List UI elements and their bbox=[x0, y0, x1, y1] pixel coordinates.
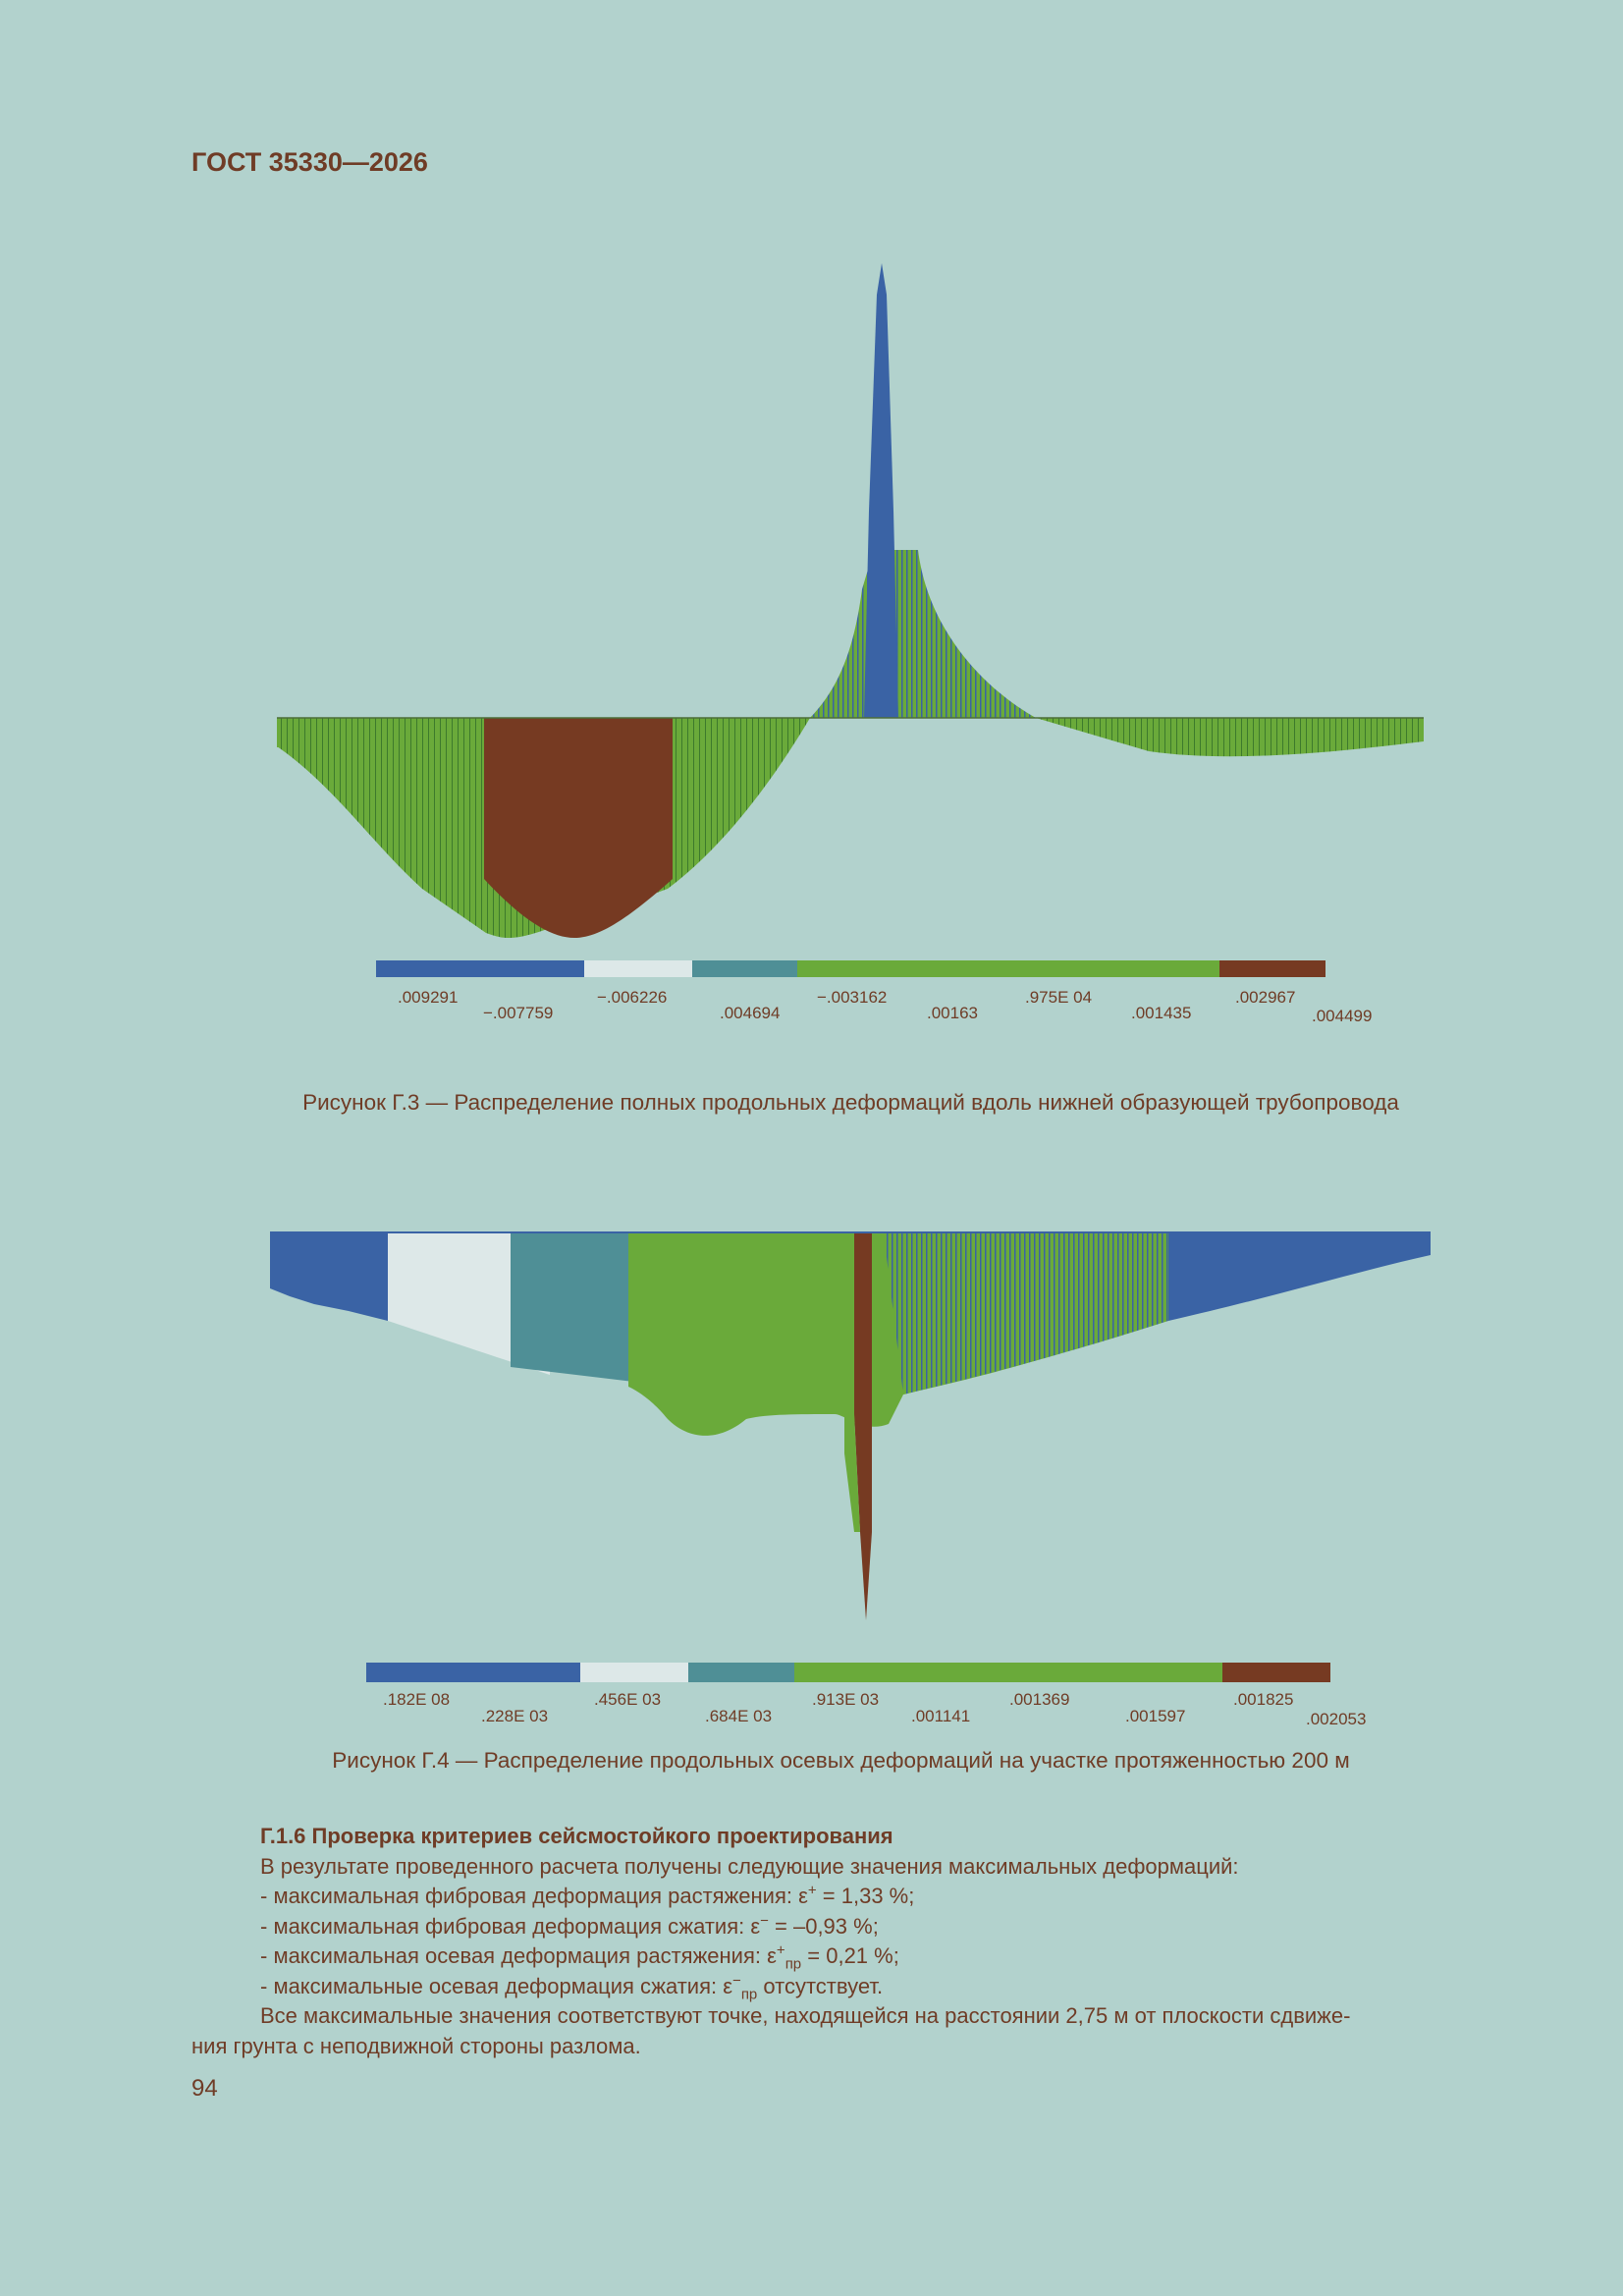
fig1-tick: −.003162 bbox=[817, 988, 887, 1007]
fig1-tick: .001435 bbox=[1131, 1004, 1191, 1022]
page-number: 94 bbox=[191, 2075, 218, 2102]
fig1-tick: .00163 bbox=[927, 1004, 978, 1022]
list-item: - максимальная фибровая деформация растя… bbox=[260, 1882, 915, 1908]
fig1-brown-trough bbox=[484, 718, 673, 938]
fig2-tick: .456E 03 bbox=[594, 1690, 661, 1709]
fig1-tick: .975E 04 bbox=[1025, 988, 1092, 1007]
figure-g3-plot: .009291 −.007759 −.006226 .004694 −.0031… bbox=[277, 263, 1424, 1025]
legend-seg-2 bbox=[471, 960, 584, 977]
legend-seg-1 bbox=[366, 1663, 474, 1682]
legend-seg-3 bbox=[580, 1663, 688, 1682]
legend-seg-5 bbox=[797, 960, 1219, 977]
fig2-teal-band bbox=[511, 1232, 658, 1385]
legend-seg-4 bbox=[688, 1663, 794, 1682]
conclusion-line-1: Все максимальные значения соответствуют … bbox=[260, 2003, 1351, 2028]
legend-seg-5 bbox=[794, 1663, 1222, 1682]
fig2-tick: .913E 03 bbox=[812, 1690, 879, 1709]
fig1-left-cap bbox=[277, 718, 483, 747]
conclusion-line-2: ния грунта с неподвижной стороны разлома… bbox=[191, 2033, 641, 2058]
figure-g4-plot: .182E 08 .228E 03 .456E 03 .684E 03 .913… bbox=[270, 1231, 1431, 1728]
fig2-tick: .182E 08 bbox=[383, 1690, 450, 1709]
fig2-tick: .001597 bbox=[1125, 1707, 1185, 1725]
fig1-legend-bar bbox=[376, 960, 1325, 977]
fig1-green-right-band bbox=[1036, 718, 1424, 757]
section-heading: Г.1.6 Проверка критериев сейсмостойкого … bbox=[260, 1824, 893, 1848]
document-header: ГОСТ 35330—2026 bbox=[191, 147, 428, 177]
fig2-tick: .002053 bbox=[1306, 1710, 1366, 1728]
legend-seg-2 bbox=[474, 1663, 580, 1682]
fig1-blue-spike bbox=[864, 263, 898, 718]
fig2-tick: .001825 bbox=[1233, 1690, 1293, 1709]
fig2-green-right bbox=[884, 1232, 1168, 1394]
legend-seg-6 bbox=[1219, 960, 1325, 977]
fig2-tick: .001141 bbox=[911, 1707, 970, 1725]
fig2-blue-steps-left bbox=[270, 1232, 388, 1321]
legend-seg-4 bbox=[692, 960, 797, 977]
figure-g3-caption: Рисунок Г.3 — Распределение полных продо… bbox=[302, 1090, 1399, 1115]
legend-seg-1 bbox=[376, 960, 471, 977]
fig1-tick: −.007759 bbox=[483, 1004, 553, 1022]
figure-g4-caption: Рисунок Г.4 — Распределение продольных о… bbox=[332, 1748, 1350, 1773]
fig2-tick: .001369 bbox=[1009, 1690, 1069, 1709]
fig2-light-band bbox=[388, 1232, 550, 1375]
section-intro: В результате проведенного расчета получе… bbox=[260, 1853, 1239, 1879]
list-item: - максимальная осевая деформация растяже… bbox=[260, 1941, 899, 1973]
list-item: - максимальные осевая деформация сжатия:… bbox=[260, 1972, 884, 2002]
fig1-tick: −.006226 bbox=[597, 988, 667, 1007]
list-item: - максимальная фибровая деформация сжати… bbox=[260, 1912, 879, 1939]
fig2-legend-bar bbox=[366, 1663, 1330, 1682]
legend-seg-3 bbox=[584, 960, 692, 977]
fig1-tick: .004499 bbox=[1312, 1007, 1372, 1025]
legend-seg-6 bbox=[1222, 1663, 1330, 1682]
section-g-1-6: Г.1.6 Проверка критериев сейсмостойкого … bbox=[191, 1822, 1517, 2061]
fig2-tick: .228E 03 bbox=[481, 1707, 548, 1725]
fig2-tick: .684E 03 bbox=[705, 1707, 772, 1725]
fig2-green-spike-flank bbox=[844, 1394, 860, 1532]
fig1-tick: .009291 bbox=[398, 988, 458, 1007]
fig1-tick: .004694 bbox=[720, 1004, 780, 1022]
fig2-brown-spike bbox=[854, 1232, 872, 1620]
fig1-tick: .002967 bbox=[1235, 988, 1295, 1007]
